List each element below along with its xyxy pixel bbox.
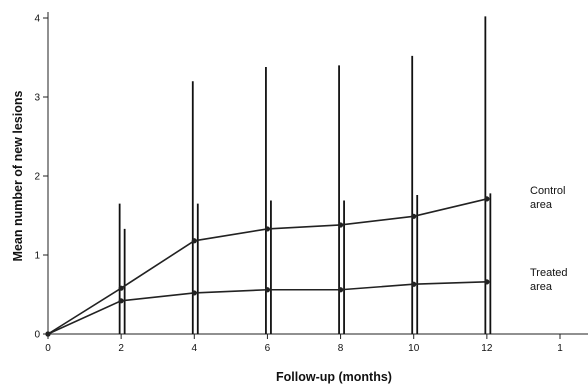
- y-tick-label: 4: [34, 14, 40, 25]
- data-point: [264, 287, 271, 293]
- series-lines: [45, 196, 490, 337]
- data-point: [411, 213, 417, 219]
- series-labels: Control area Treated area: [530, 185, 568, 293]
- y-tick-label: 0: [34, 330, 40, 341]
- series-label: area: [530, 199, 553, 211]
- data-point: [264, 226, 271, 232]
- data-point: [337, 222, 344, 228]
- series-label: Control: [530, 185, 565, 197]
- x-tick-label: 8: [338, 343, 344, 354]
- y-tick-label: 3: [34, 93, 40, 104]
- series-line: [47, 198, 488, 335]
- data-point: [411, 281, 417, 287]
- x-tick-label: 6: [265, 343, 271, 354]
- y-axis-title: Mean number of new lesions: [11, 91, 25, 262]
- data-point: [191, 290, 197, 296]
- data-point: [484, 196, 490, 202]
- data-point: [45, 331, 51, 337]
- data-point: [118, 285, 124, 291]
- data-point: [191, 238, 197, 244]
- x-tick-label: 12: [481, 343, 493, 354]
- data-point: [484, 279, 490, 285]
- series-label: Treated: [530, 267, 568, 279]
- x-tick-label: 2: [118, 343, 124, 354]
- x-tick-label: 1: [557, 343, 563, 354]
- x-axis-title: Follow-up (months): [276, 370, 392, 384]
- x-tick-label: 0: [45, 343, 51, 354]
- series-label: area: [530, 281, 553, 293]
- data-point: [337, 287, 344, 293]
- y-tick-label: 2: [34, 172, 40, 183]
- x-tick-label: 4: [192, 343, 198, 354]
- y-tick-label: 1: [34, 251, 40, 262]
- error-bars: [118, 16, 492, 334]
- x-tick-label: 10: [408, 343, 420, 354]
- data-point: [118, 298, 124, 304]
